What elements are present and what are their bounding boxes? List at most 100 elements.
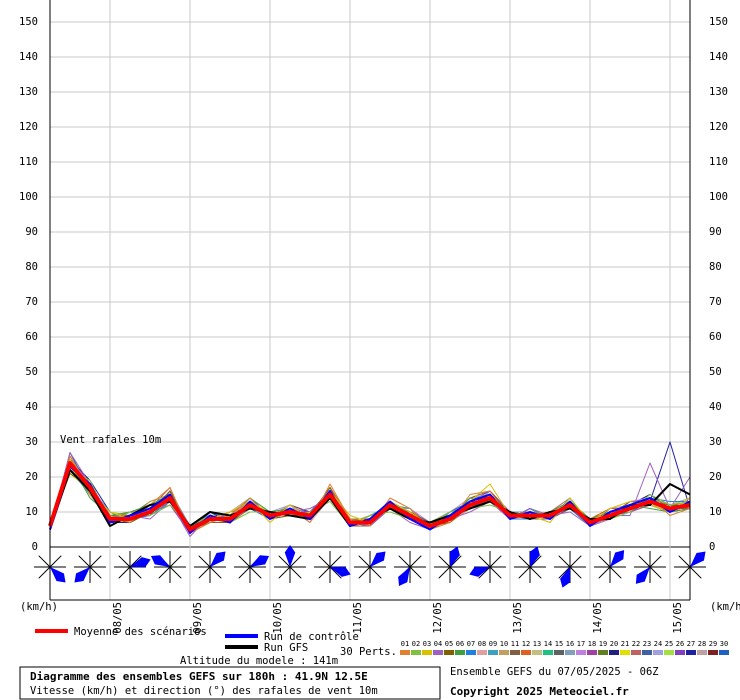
wind-rose (74, 551, 106, 583)
legend-swatch (587, 650, 597, 655)
legend-label: 28 (698, 640, 706, 648)
rose-petal (50, 567, 66, 583)
rose-spoke (369, 566, 382, 579)
y-label-right: (km/h) (710, 601, 740, 613)
y-tick-label: 50 (25, 366, 38, 378)
rose-petal (250, 555, 270, 567)
wind-rose (150, 551, 186, 583)
rose-spoke (198, 555, 211, 568)
y-tick-label-right: 40 (709, 401, 722, 413)
rose-petal (690, 551, 706, 567)
wind-rose (514, 546, 546, 583)
rose-petal (150, 555, 170, 567)
rose-petal (449, 546, 460, 567)
rose-spoke (689, 566, 702, 579)
rose-spoke (529, 566, 542, 579)
legend-label: 22 (632, 640, 640, 648)
y-tick-label: 30 (25, 436, 38, 448)
y-tick-label: 150 (19, 16, 38, 28)
rose-spoke (358, 555, 371, 568)
x-tick-label: 15/05 (672, 602, 684, 634)
legend-swatch (488, 650, 498, 655)
y-label-left: (km/h) (20, 601, 58, 613)
y-tick-label-right: 90 (709, 226, 722, 238)
rose-spoke (129, 555, 142, 568)
legend-label: 21 (621, 640, 629, 648)
legend-label: 26 (676, 640, 684, 648)
rose-spoke (278, 555, 291, 568)
legend-label: 12 (522, 640, 530, 648)
legend-swatch (466, 650, 476, 655)
wind-rose (234, 551, 270, 583)
rose-spoke (518, 555, 531, 568)
rose-spoke (449, 555, 462, 568)
perts-label: 30 Perts. (340, 646, 397, 658)
y-tick-label-right: 30 (709, 436, 722, 448)
x-tick-label: 13/05 (512, 602, 524, 634)
wind-rose (394, 551, 426, 587)
legend-swatch (554, 650, 564, 655)
rose-spoke (489, 555, 502, 568)
legend-swatch (719, 650, 729, 655)
y-tick-label: 40 (25, 401, 38, 413)
legend-swatch (499, 650, 509, 655)
grid: 0 0 10 10 20 20 30 30 40 40 50 50 60 60 70 70 80 80 90 90 10… (19, 0, 728, 634)
rose-spoke (78, 555, 91, 568)
wind-rose (274, 545, 306, 583)
rose-petal (130, 557, 151, 568)
legend-label: 25 (665, 640, 673, 648)
legend-swatch (422, 650, 432, 655)
title-box (19, 666, 441, 700)
legend-swatch (510, 650, 520, 655)
chart-subtitle: Vitesse (km/h) et direction (°) des rafa… (30, 685, 378, 697)
legend-label: 19 (599, 640, 607, 648)
rose-spoke (478, 566, 491, 579)
rose-spoke (438, 555, 451, 568)
y-tick-label: 140 (19, 51, 38, 63)
legend-swatch (477, 650, 487, 655)
rose-spoke (329, 566, 342, 579)
rose-spoke (409, 555, 422, 568)
legend-label: 23 (643, 640, 651, 648)
y-tick-label-right: 60 (709, 331, 722, 343)
rose-petal (610, 550, 625, 567)
wind-rose (469, 551, 506, 583)
legend-label: 13 (533, 640, 541, 648)
x-tick-label: 14/05 (592, 602, 604, 634)
x-tick-label: 11/05 (352, 602, 364, 634)
legend-label: Moyenne des scénarios (74, 626, 207, 638)
rose-petal (469, 566, 490, 577)
legend-label: 14 (544, 640, 552, 648)
y-tick-label: 60 (25, 331, 38, 343)
legend-swatch (455, 650, 465, 655)
wind-rose (114, 551, 151, 583)
legend-swatch (444, 650, 454, 655)
y-tick-label-right: 50 (709, 366, 722, 378)
x-tick-label: 10/05 (272, 602, 284, 634)
y-tick-label: 0 (32, 541, 38, 553)
x-tick-label: 12/05 (432, 602, 444, 634)
rose-spoke (38, 566, 51, 579)
y-tick-label-right: 110 (709, 156, 728, 168)
rose-spoke (249, 566, 262, 579)
rose-spoke (289, 566, 302, 579)
run-info: Ensemble GEFS du 07/05/2025 - 06Z (450, 666, 659, 678)
y-tick-label-right: 80 (709, 261, 722, 273)
y-tick-label: 110 (19, 156, 38, 168)
rose-spoke (318, 566, 331, 579)
legend-label: 20 (610, 640, 618, 648)
wind-rose (434, 546, 466, 583)
rose-spoke (678, 555, 691, 568)
rose-spoke (598, 566, 611, 579)
y-tick-label-right: 70 (709, 296, 722, 308)
legend-label: 04 (434, 640, 442, 648)
legend-label: 16 (566, 640, 574, 648)
rose-spoke (89, 555, 102, 568)
rose-spoke (89, 566, 102, 579)
rose-spoke (169, 566, 182, 579)
y-tick-label: 90 (25, 226, 38, 238)
legend-swatch (411, 650, 421, 655)
legend-label: 06 (456, 640, 464, 648)
wind-rose (594, 550, 626, 583)
